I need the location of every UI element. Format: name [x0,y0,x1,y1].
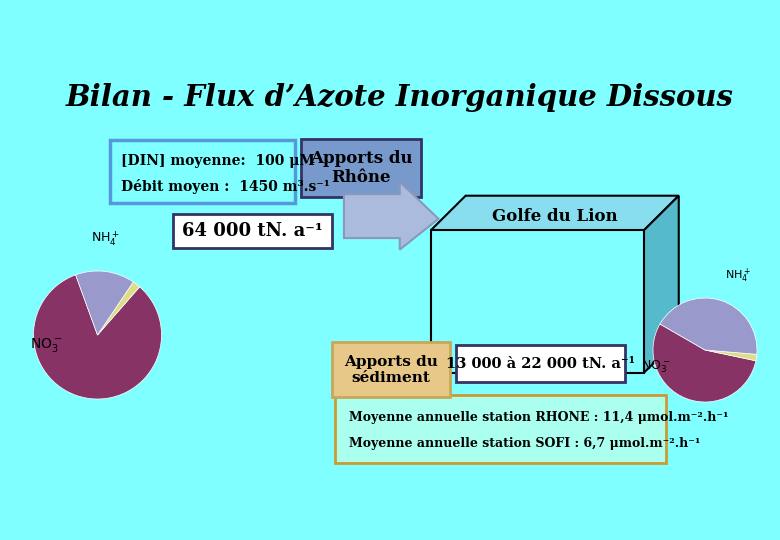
Polygon shape [644,195,679,373]
Text: Bilan - Flux d’Azote Inorganique Dissous: Bilan - Flux d’Azote Inorganique Dissous [66,83,734,112]
Polygon shape [431,195,679,231]
FancyBboxPatch shape [301,139,420,197]
Text: Apports du
sédiment: Apports du sédiment [344,355,438,385]
Text: $\rm NH_4^+$: $\rm NH_4^+$ [725,266,750,285]
FancyBboxPatch shape [335,395,665,463]
Text: $\rm NO_3^-$: $\rm NO_3^-$ [641,359,670,375]
Text: $\rm NO_3^-$: $\rm NO_3^-$ [30,336,62,354]
Wedge shape [76,271,133,335]
Wedge shape [34,275,161,399]
Text: Débit moyen :  1450 m³.s⁻¹: Débit moyen : 1450 m³.s⁻¹ [121,179,330,194]
Wedge shape [660,298,757,354]
FancyBboxPatch shape [431,231,644,373]
Text: $\rm NH_4^+$: $\rm NH_4^+$ [91,230,120,248]
Text: 13 000 à 22 000 tN. a⁻¹: 13 000 à 22 000 tN. a⁻¹ [446,356,635,370]
Wedge shape [653,324,756,402]
Wedge shape [705,350,757,361]
Text: [DIN] moyenne:  100 μM: [DIN] moyenne: 100 μM [121,154,314,168]
FancyBboxPatch shape [332,342,450,397]
Text: Golfe du Lion: Golfe du Lion [492,208,618,225]
Text: 64 000 tN. a⁻¹: 64 000 tN. a⁻¹ [182,222,323,240]
Polygon shape [344,182,438,249]
FancyBboxPatch shape [110,140,295,204]
Wedge shape [98,282,140,335]
Text: Moyenne annuelle station RHONE : 11,4 μmol.m⁻².h⁻¹: Moyenne annuelle station RHONE : 11,4 μm… [349,411,729,424]
Text: Apports du
Rhône: Apports du Rhône [310,150,413,186]
Polygon shape [438,233,516,373]
FancyBboxPatch shape [173,214,332,248]
Text: Moyenne annuelle station SOFI : 6,7 μmol.m⁻².h⁻¹: Moyenne annuelle station SOFI : 6,7 μmol… [349,437,700,450]
FancyBboxPatch shape [456,345,626,382]
